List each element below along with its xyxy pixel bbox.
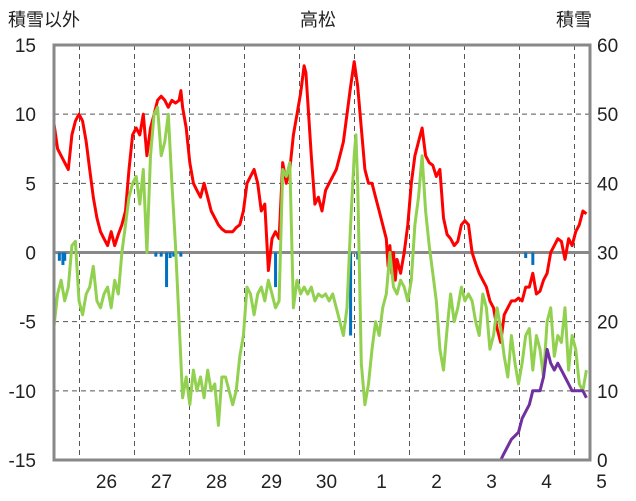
right-axis-label: 積雪 <box>556 10 592 31</box>
x-tick-label: 26 <box>96 472 117 493</box>
left-tick-labels: 15 10 5 0 -5 -10 -15 <box>9 36 36 472</box>
right-tick-label: 40 <box>597 174 618 195</box>
precipitation-bar <box>165 252 169 288</box>
right-tick-label: 30 <box>597 244 618 265</box>
precipitation-bar <box>349 252 353 336</box>
precipitation-bar <box>57 252 61 261</box>
right-tick-label: 50 <box>597 105 618 126</box>
plot-frame <box>52 43 592 462</box>
x-tick-label: 2 <box>431 472 442 493</box>
precipitation-bars <box>57 252 535 336</box>
x-tick-label: 30 <box>316 472 337 493</box>
precipitation-bar <box>154 252 158 257</box>
left-tick-label: -15 <box>9 451 36 472</box>
x-tick-label: 3 <box>486 472 497 493</box>
temperature-line <box>52 60 588 344</box>
humidity_like-line <box>52 105 588 427</box>
precipitation-bar <box>172 252 176 257</box>
series-lines <box>52 60 588 462</box>
left-tick-label: 15 <box>15 36 36 57</box>
left-tick-label: -10 <box>9 382 36 403</box>
x-tick-label: 28 <box>206 472 227 493</box>
left-axis-label: 積雪以外 <box>8 10 80 31</box>
precipitation-bar <box>274 252 278 288</box>
x-tick-label: 1 <box>376 472 387 493</box>
left-tick-label: 5 <box>25 174 36 195</box>
precipitation-bar <box>159 252 163 257</box>
x-tick-label: 4 <box>541 472 552 493</box>
precipitation-bar <box>63 252 67 261</box>
x-tick-label: 29 <box>261 472 282 493</box>
left-tick-label: 0 <box>25 244 36 265</box>
x-tick-labels: 26 27 28 29 30 1 2 3 4 5 <box>96 472 607 493</box>
chart-title: 高松 <box>300 10 336 31</box>
precipitation-bar <box>531 252 535 265</box>
left-tick-label: -5 <box>19 313 36 334</box>
x-tick-label: 27 <box>151 472 172 493</box>
right-tick-label: 0 <box>597 451 608 472</box>
precipitation-bar <box>524 252 528 259</box>
right-tick-label: 60 <box>597 36 618 57</box>
precipitation-bar <box>168 252 172 259</box>
precipitation-bar <box>61 252 65 265</box>
right-tick-labels: 60 50 40 30 20 10 0 <box>597 36 618 472</box>
right-tick-label: 10 <box>597 382 618 403</box>
precipitation-bar <box>179 252 183 257</box>
x-tick-label: 5 <box>596 472 607 493</box>
snow_depth-line <box>54 347 588 462</box>
left-tick-label: 10 <box>15 105 36 126</box>
right-tick-label: 20 <box>597 313 618 334</box>
